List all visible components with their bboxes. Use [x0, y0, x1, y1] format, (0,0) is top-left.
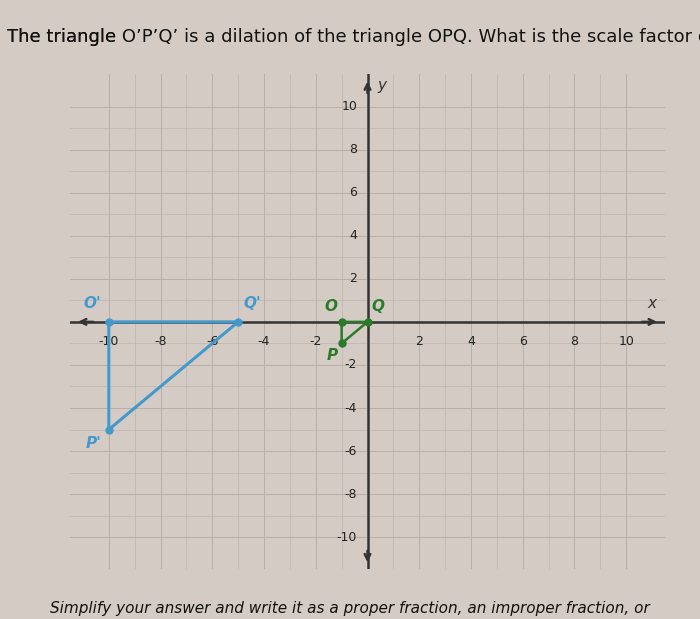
Text: -6: -6: [206, 335, 218, 348]
Text: The triangle O’P’Q’ is a dilation of the triangle OPQ. What is the scale factor : The triangle O’P’Q’ is a dilation of the…: [7, 28, 700, 46]
Text: 8: 8: [570, 335, 578, 348]
Text: 10: 10: [618, 335, 634, 348]
Text: 4: 4: [349, 229, 357, 242]
Text: -4: -4: [258, 335, 270, 348]
Text: 10: 10: [342, 100, 357, 113]
Text: Q: Q: [372, 300, 384, 314]
Text: -10: -10: [99, 335, 119, 348]
Text: 2: 2: [415, 335, 424, 348]
Text: -2: -2: [309, 335, 322, 348]
Text: -8: -8: [154, 335, 167, 348]
Text: -4: -4: [345, 402, 357, 415]
Text: P': P': [85, 436, 101, 451]
Text: 6: 6: [349, 186, 357, 199]
Text: O': O': [83, 296, 101, 311]
Text: 2: 2: [349, 272, 357, 285]
Text: y: y: [378, 77, 387, 93]
Text: x: x: [648, 296, 657, 311]
Text: -2: -2: [345, 358, 357, 371]
Text: -6: -6: [345, 444, 357, 457]
Text: The triangle: The triangle: [7, 28, 122, 46]
Text: 4: 4: [467, 335, 475, 348]
Text: Q': Q': [244, 296, 261, 311]
Text: O: O: [325, 300, 337, 314]
Text: Simplify your answer and write it as a proper fraction, an improper fraction, or: Simplify your answer and write it as a p…: [50, 601, 650, 616]
Text: -8: -8: [344, 488, 357, 501]
Text: 8: 8: [349, 143, 357, 156]
Text: 6: 6: [519, 335, 526, 348]
Text: -10: -10: [337, 530, 357, 543]
Text: P: P: [327, 348, 337, 363]
